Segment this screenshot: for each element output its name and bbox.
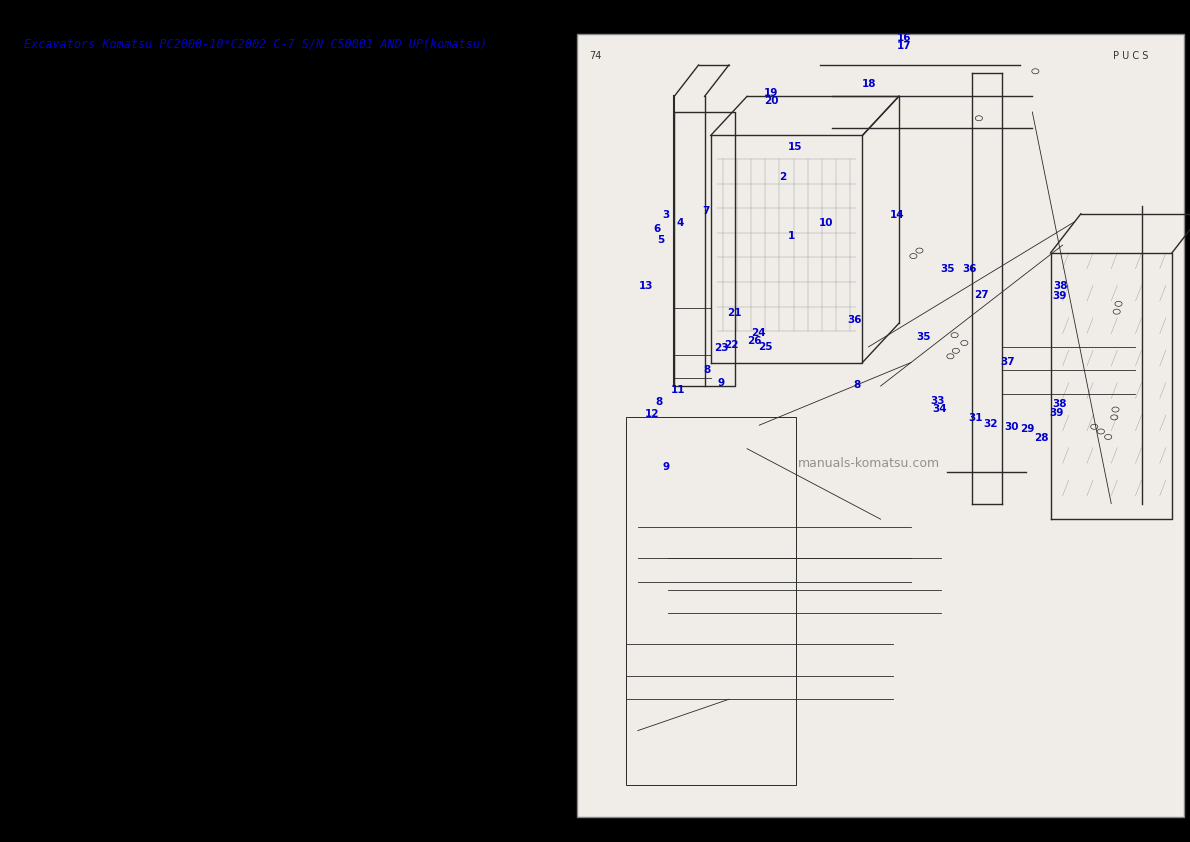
Text: 13: 13 [639,281,653,291]
Text: 8: 8 [656,397,663,407]
Text: 74: 74 [589,51,601,61]
Text: 35: 35 [940,264,954,274]
Text: 29: 29 [1020,424,1034,434]
Text: 38: 38 [1052,399,1066,409]
Text: 20: 20 [764,96,778,106]
Text: 15: 15 [788,142,802,152]
Text: 8: 8 [853,380,860,390]
Text: 36: 36 [847,315,862,325]
Text: 18: 18 [862,79,876,89]
Text: 12: 12 [645,409,659,419]
Text: 25: 25 [758,342,772,352]
Text: 39: 39 [1050,408,1064,418]
Text: 27: 27 [975,290,989,300]
Text: 6: 6 [653,224,660,234]
Text: manuals-komatsu.com: manuals-komatsu.com [797,456,940,470]
Text: 9: 9 [718,378,725,388]
Text: 7: 7 [702,205,709,216]
Text: 14: 14 [890,210,904,220]
Text: 21: 21 [727,308,741,318]
Bar [577,34,1184,817]
Text: 32: 32 [983,418,997,429]
Text: 22: 22 [725,340,739,350]
Text: 1: 1 [788,231,795,241]
Text: 5: 5 [657,235,664,245]
Text: 37: 37 [1001,357,1015,367]
Text: P U C S: P U C S [1113,51,1148,61]
Text: Excavators Komatsu PC2000-10*C2002 C-7 S/N C50001 AND UP(komatsu): Excavators Komatsu PC2000-10*C2002 C-7 S… [24,38,487,51]
Text: 35: 35 [916,332,931,342]
Text: 38: 38 [1053,281,1067,291]
Text: 31: 31 [969,413,983,424]
Text: 9: 9 [663,462,670,472]
Bar [626,418,796,786]
Text: 36: 36 [963,264,977,274]
Text: 17: 17 [897,41,912,51]
Text: 39: 39 [1052,291,1066,301]
Text: 34: 34 [933,404,947,414]
Text: 33: 33 [931,396,945,406]
Text: 11: 11 [671,385,685,395]
Text: 26: 26 [747,336,762,346]
Text: 19: 19 [764,88,778,98]
Text: 23: 23 [714,343,728,353]
Text: 8: 8 [703,365,710,376]
Text: 4: 4 [677,218,684,228]
Text: 2: 2 [779,172,787,182]
Text: 28: 28 [1034,433,1048,443]
Text: 10: 10 [819,218,833,228]
Text: 30: 30 [1004,422,1019,432]
Text: 3: 3 [663,210,670,220]
Text: 16: 16 [897,33,912,43]
Text: 24: 24 [751,328,765,338]
